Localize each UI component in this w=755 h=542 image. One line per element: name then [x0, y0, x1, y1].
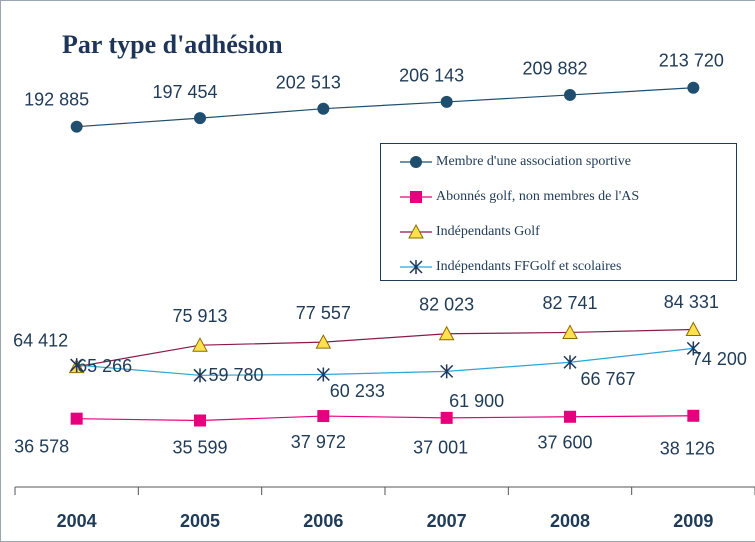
x-tick-label: 2008	[550, 511, 590, 531]
point	[193, 368, 207, 383]
point	[687, 81, 700, 94]
point	[440, 411, 453, 424]
data-label: 202 513	[276, 72, 341, 92]
x-tick-label: 2004	[57, 511, 97, 531]
data-label: 84 331	[664, 292, 719, 312]
legend-marker	[410, 156, 422, 168]
x-tick-label: 2009	[673, 511, 713, 531]
x-tick-label: 2005	[180, 511, 220, 531]
data-label: 61 900	[449, 391, 504, 411]
point	[317, 410, 330, 423]
data-label: 64 412	[13, 330, 68, 350]
data-label: 38 126	[660, 439, 715, 459]
point	[192, 337, 208, 352]
point	[686, 341, 700, 356]
legend-marker	[409, 260, 423, 274]
legend-label: Indépendants FFGolf et scolaires	[436, 259, 621, 274]
point	[563, 355, 577, 370]
point	[70, 412, 83, 425]
legend	[380, 143, 737, 281]
point	[194, 414, 206, 427]
data-label: 37 600	[537, 433, 592, 453]
legend-marker	[408, 223, 424, 239]
legend-marker	[410, 191, 422, 203]
series-line	[76, 328, 694, 368]
data-label: 36 578	[14, 436, 69, 456]
series-line	[76, 347, 694, 376]
point	[564, 410, 576, 423]
point	[194, 112, 206, 125]
data-label: 66 767	[580, 369, 635, 389]
data-label: 60 233	[330, 381, 385, 401]
data-label: 82 023	[419, 295, 474, 315]
chart-title: Par type d'adhésion	[62, 30, 283, 59]
data-label: 82 741	[542, 293, 597, 313]
point	[70, 358, 84, 373]
point	[564, 88, 576, 101]
data-label: 37 001	[413, 438, 468, 458]
data-label: 74 200	[692, 349, 747, 369]
data-label: 77 557	[296, 303, 351, 323]
data-label: 37 972	[291, 432, 346, 452]
legend-label: Membre d'une association sportive	[436, 154, 631, 169]
x-tick-label: 2006	[303, 511, 343, 531]
point	[317, 102, 330, 115]
data-label: 213 720	[659, 51, 724, 71]
legend-label: Indépendants Golf	[436, 224, 540, 239]
data-label: 35 599	[172, 437, 227, 457]
legend-label: Abonnés golf, non membres de l'AS	[436, 189, 639, 204]
series-line	[76, 87, 694, 128]
point	[440, 95, 453, 108]
point	[315, 334, 332, 349]
data-label: 75 913	[172, 306, 227, 326]
data-label: 59 780	[208, 365, 263, 385]
point	[685, 321, 702, 336]
point	[316, 367, 330, 382]
series-line	[76, 415, 694, 422]
data-label: 197 454	[152, 82, 217, 102]
data-label: 206 143	[399, 66, 464, 86]
point	[438, 325, 455, 341]
point	[440, 364, 454, 379]
data-label: 65 266	[77, 356, 132, 376]
data-label: 192 885	[24, 89, 89, 109]
point	[562, 324, 578, 339]
data-label: 209 882	[522, 59, 587, 79]
point	[70, 120, 83, 133]
point	[687, 409, 700, 422]
x-tick-label: 2007	[427, 511, 467, 531]
